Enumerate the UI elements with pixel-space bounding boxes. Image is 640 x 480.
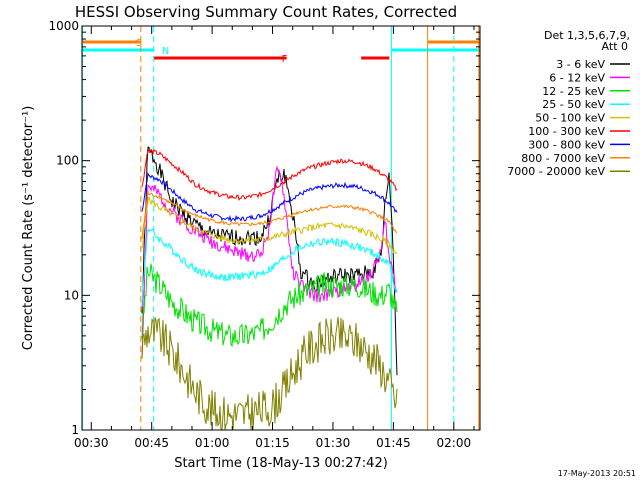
x-axis-label: Start Time (18-May-13 00:27:42) [174, 456, 388, 471]
x-tick-label: 01:15 [255, 436, 290, 450]
series-lines [141, 146, 398, 431]
x-tick-label: 01:45 [376, 436, 411, 450]
x-tick-label: 00:30 [74, 436, 109, 450]
y-axis-label: Corrected Count Rate (s⁻¹ detector⁻¹) [21, 106, 36, 351]
legend-entry-label: 50 - 100 keV [535, 112, 605, 125]
x-tick-label: 01:00 [195, 436, 230, 450]
legend-entry-label: 7000 - 20000 keV [507, 165, 605, 178]
y-tick-label: 1000 [48, 19, 79, 33]
series-line-1 [141, 165, 397, 357]
footer-timestamp: 17-May-2013 20:51 [558, 469, 636, 478]
chart-title: HESSI Observing Summary Count Rates, Cor… [75, 3, 457, 21]
legend-entry-label: 12 - 25 keV [542, 85, 605, 98]
flag-label-n: N [162, 46, 169, 57]
vertical-markers [81, 26, 480, 430]
flag-label-f: F [282, 54, 288, 65]
x-tick-label: 02:00 [437, 436, 472, 450]
series-line-8 [141, 316, 398, 431]
legend-entry-label: 6 - 12 keV [549, 71, 605, 84]
legend-header-2: Att 0 [602, 40, 628, 53]
flag-label-s: S [136, 38, 142, 49]
legend-entry-label: 25 - 50 keV [542, 98, 605, 111]
series-line-4 [141, 196, 398, 255]
series-line-6 [141, 172, 398, 223]
series-line-5 [141, 147, 398, 202]
plot-frame [81, 25, 481, 431]
y-tick-label: 1 [71, 423, 79, 437]
legend-entry-label: 100 - 300 keV [528, 125, 605, 138]
y-tick-label: 10 [64, 288, 79, 302]
x-tick-label: 00:45 [134, 436, 169, 450]
legend-entry-label: 800 - 7000 keV [521, 152, 605, 165]
y-tick-label: 100 [56, 154, 79, 168]
series-line-2 [141, 263, 398, 348]
legend-entry-label: 3 - 6 keV [556, 58, 605, 71]
y-axis: 1 10 100 1000 [48, 19, 480, 437]
flag-bars: S N F [82, 38, 480, 65]
legend-entry-label: 300 - 800 keV [528, 138, 605, 151]
x-axis: 00:30 00:45 01:00 01:15 01:30 01:45 02:00 [74, 26, 475, 450]
x-tick-label: 01:30 [316, 436, 351, 450]
series-line-3 [141, 227, 398, 307]
legend-header-1: Det 1,3,5,6,7,9, [544, 29, 630, 42]
series-line-7 [141, 191, 398, 240]
